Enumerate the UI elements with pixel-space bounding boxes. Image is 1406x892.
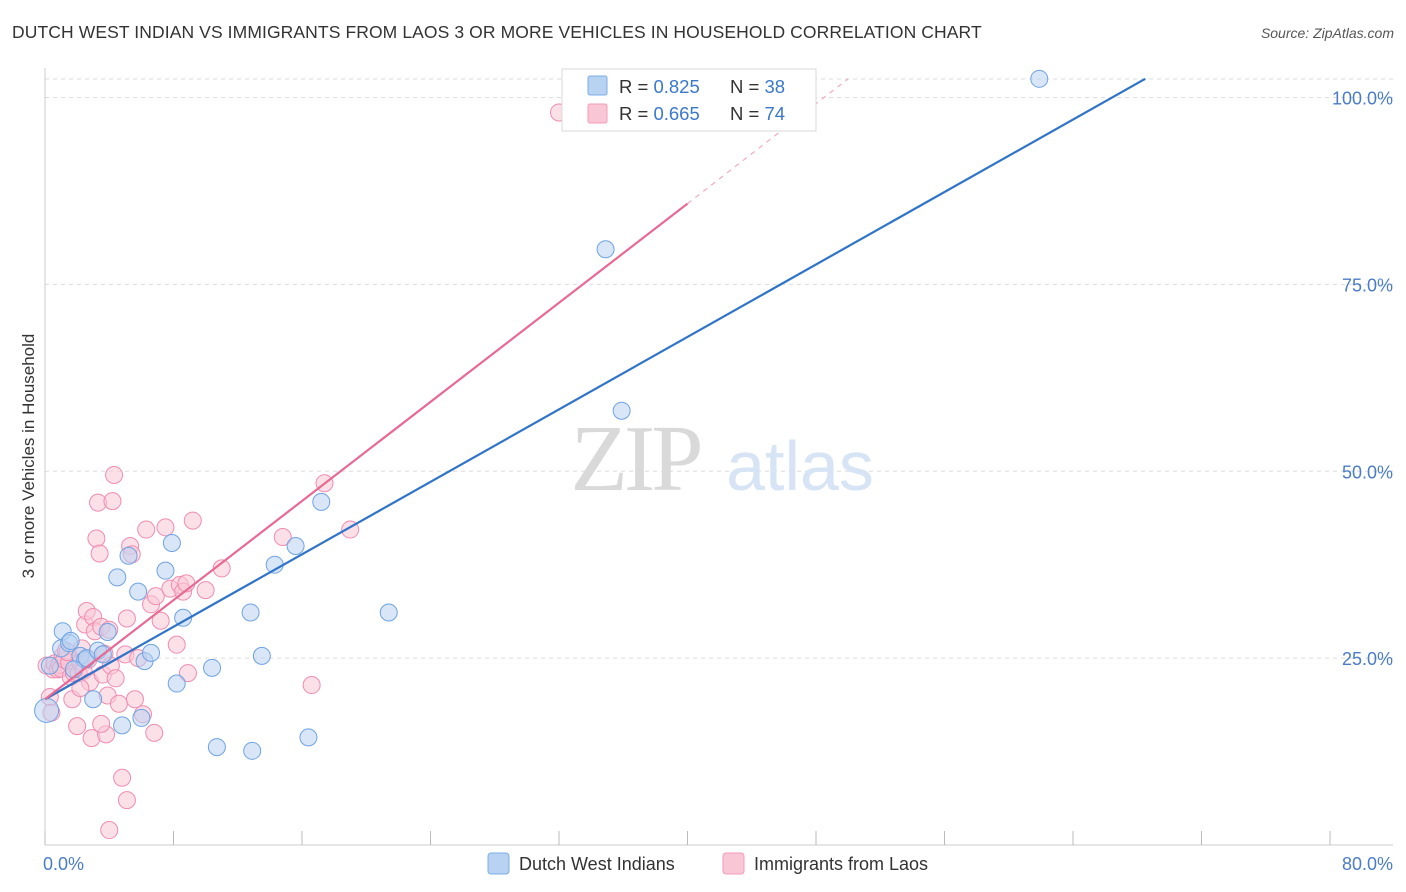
data-point-dutch-west-indian xyxy=(167,674,186,693)
y-tick-label: 100.0% xyxy=(1332,89,1393,109)
data-point-dutch-west-indian xyxy=(34,697,60,723)
legend-swatch-blue xyxy=(587,75,608,96)
trend-line-dutch-west-indians xyxy=(44,77,1146,701)
data-point-laos xyxy=(146,587,165,606)
data-point-laos xyxy=(125,690,144,709)
watermark: ZIP atlas xyxy=(571,407,874,511)
data-point-dutch-west-indian xyxy=(84,690,103,709)
data-point-laos xyxy=(156,518,175,537)
legend-r-label: R = xyxy=(619,103,653,124)
data-point-laos xyxy=(105,465,124,484)
data-point-laos xyxy=(167,635,186,654)
data-point-dutch-west-indian xyxy=(108,568,127,587)
data-point-laos xyxy=(137,520,156,539)
svg-text:R = 0.825: R = 0.825 xyxy=(619,76,700,97)
data-point-dutch-west-indian xyxy=(596,240,615,259)
data-point-dutch-west-indian xyxy=(299,728,318,747)
axes xyxy=(44,68,1393,846)
data-point-dutch-west-indian xyxy=(40,656,59,675)
data-point-dutch-west-indian xyxy=(612,401,631,420)
correlation-legend: R = 0.825 N = 38 R = 0.665 N = 74 xyxy=(561,68,817,132)
trend-line-immigrants-from-laos xyxy=(44,202,689,701)
legend-n-value: 74 xyxy=(764,103,785,124)
data-point-dutch-west-indian xyxy=(379,603,398,622)
data-point-dutch-west-indian xyxy=(64,660,83,679)
data-point-dutch-west-indian xyxy=(113,716,132,735)
data-point-dutch-west-indian xyxy=(207,738,226,757)
data-point-dutch-west-indian xyxy=(119,546,138,565)
y-tick-label: 75.0% xyxy=(1342,275,1393,295)
svg-text:N = 38: N = 38 xyxy=(730,76,785,97)
data-point-laos xyxy=(92,714,111,733)
legend-swatch-pink xyxy=(587,103,608,124)
y-tick-label: 25.0% xyxy=(1342,649,1393,669)
data-point-dutch-west-indian xyxy=(312,492,331,511)
legend-r-value: 0.825 xyxy=(653,76,699,97)
legend-swatch-dutch-west-indians xyxy=(487,852,510,875)
watermark-zip: ZIP xyxy=(571,407,701,511)
x-tick-label: 80.0% xyxy=(1342,854,1393,874)
legend-r-value: 0.665 xyxy=(653,103,699,124)
legend-n-value: 38 xyxy=(764,76,785,97)
x-tick-label: 0.0% xyxy=(43,854,84,874)
data-point-laos xyxy=(151,611,170,630)
data-point-laos xyxy=(117,791,136,810)
legend-label-dutch-west-indians: Dutch West Indians xyxy=(519,854,675,874)
data-point-dutch-west-indian xyxy=(156,561,175,580)
trend-lines xyxy=(44,77,1146,701)
data-point-dutch-west-indian xyxy=(61,631,80,650)
series-dutch-west-indians xyxy=(34,69,1049,760)
data-point-dutch-west-indian xyxy=(98,622,117,641)
data-point-dutch-west-indian xyxy=(203,658,222,677)
data-point-dutch-west-indian xyxy=(1030,69,1049,88)
data-point-laos xyxy=(117,609,136,628)
legend-r-label: R = xyxy=(619,76,653,97)
svg-text:N = 74: N = 74 xyxy=(730,103,785,124)
legend-label-immigrants-from-laos: Immigrants from Laos xyxy=(754,854,928,874)
data-point-laos xyxy=(178,664,197,683)
chart-title: DUTCH WEST INDIAN VS IMMIGRANTS FROM LAO… xyxy=(12,22,982,42)
data-point-dutch-west-indian xyxy=(129,582,148,601)
data-point-laos xyxy=(106,669,125,688)
data-point-dutch-west-indian xyxy=(243,741,262,760)
chart-source: Source: ZipAtlas.com xyxy=(1260,25,1394,41)
x-tick-labels: 0.0% 80.0% xyxy=(43,854,1393,874)
data-point-laos xyxy=(90,544,109,563)
y-axis-label: 3 or more Vehicles in Household xyxy=(19,334,38,579)
data-point-laos xyxy=(87,529,106,548)
legend-n-label: N = xyxy=(730,76,764,97)
data-point-dutch-west-indian xyxy=(132,708,151,727)
data-point-dutch-west-indian xyxy=(162,534,181,553)
watermark-atlas: atlas xyxy=(726,427,874,505)
data-point-laos xyxy=(273,528,292,547)
svg-text:R = 0.665: R = 0.665 xyxy=(619,103,700,124)
data-point-dutch-west-indian xyxy=(252,646,271,665)
data-point-laos xyxy=(183,511,202,530)
data-point-laos xyxy=(109,694,128,713)
data-point-laos xyxy=(103,492,122,511)
data-point-dutch-west-indian xyxy=(142,643,161,662)
data-point-laos xyxy=(196,581,215,600)
data-point-dutch-west-indian xyxy=(241,603,260,622)
data-point-laos xyxy=(100,821,119,840)
data-point-laos xyxy=(113,768,132,787)
legend-swatch-immigrants-from-laos xyxy=(722,852,745,875)
data-point-laos xyxy=(68,717,87,736)
series-legend: Dutch West Indians Immigrants from Laos xyxy=(487,852,928,875)
legend-n-label: N = xyxy=(730,103,764,124)
y-tick-label: 50.0% xyxy=(1342,462,1393,482)
data-point-dutch-west-indian xyxy=(286,537,305,555)
grid-lines xyxy=(45,78,1393,659)
data-point-laos xyxy=(302,676,321,695)
data-point-laos xyxy=(145,723,164,742)
trend-line-extension-immigrants-from-laos xyxy=(687,78,849,205)
y-tick-labels: 25.0% 50.0% 75.0% 100.0% xyxy=(1332,89,1393,670)
